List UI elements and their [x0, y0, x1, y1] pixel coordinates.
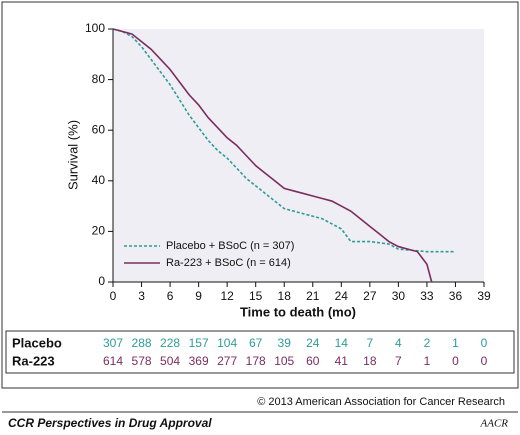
- y-tick-label: 80: [92, 72, 106, 86]
- risk-row-label: Ra-223: [12, 353, 55, 368]
- risk-value: 1: [452, 336, 459, 350]
- y-axis-label: Survival (%): [65, 120, 80, 190]
- risk-value: 0: [452, 354, 459, 368]
- y-tick-label: 100: [85, 21, 105, 35]
- legend-label: Ra-223 + BSoC (n = 614): [166, 257, 291, 269]
- risk-value: 67: [249, 336, 263, 350]
- x-tick-label: 21: [306, 289, 320, 303]
- risk-value: 4: [395, 336, 402, 350]
- risk-value: 307: [103, 336, 123, 350]
- risk-value: 277: [217, 354, 237, 368]
- risk-value: 14: [335, 336, 349, 350]
- risk-value: 7: [395, 354, 402, 368]
- risk-row-label: Placebo: [12, 335, 62, 350]
- logo: AACR: [480, 418, 509, 430]
- x-tick-label: 0: [110, 289, 117, 303]
- risk-value: 157: [189, 336, 209, 350]
- risk-value: 1: [424, 354, 431, 368]
- risk-value: 504: [160, 354, 180, 368]
- risk-value: 614: [103, 354, 123, 368]
- y-tick-label: 0: [98, 274, 105, 288]
- plot-area: [113, 29, 484, 282]
- x-tick-label: 15: [249, 289, 263, 303]
- x-tick-label: 6: [167, 289, 174, 303]
- risk-table-frame: [5, 330, 515, 374]
- y-tick-label: 60: [92, 122, 106, 136]
- x-tick-label: 30: [392, 289, 406, 303]
- risk-value: 41: [335, 354, 349, 368]
- x-tick-label: 27: [363, 289, 377, 303]
- frame: [1, 1, 519, 389]
- risk-value: 0: [481, 354, 488, 368]
- risk-value: 0: [481, 336, 488, 350]
- risk-value: 7: [367, 336, 374, 350]
- x-tick-label: 9: [195, 289, 202, 303]
- risk-value: 18: [363, 354, 377, 368]
- risk-value: 288: [132, 336, 152, 350]
- copyright: © 2013 American Association for Cancer R…: [257, 396, 505, 408]
- risk-value: 578: [132, 354, 152, 368]
- survival-curve: [112, 28, 433, 283]
- risk-value: 104: [217, 336, 237, 350]
- risk-value: 178: [246, 354, 266, 368]
- x-tick-label: 12: [220, 289, 234, 303]
- risk-value: 105: [274, 354, 294, 368]
- x-tick-label: 18: [278, 289, 292, 303]
- risk-value: 369: [189, 354, 209, 368]
- x-tick-label: 3: [138, 289, 145, 303]
- risk-value: 24: [306, 336, 320, 350]
- y-tick-label: 20: [92, 224, 106, 238]
- risk-value: 2: [424, 336, 431, 350]
- x-tick-label: 36: [449, 289, 463, 303]
- y-tick-label: 40: [92, 173, 106, 187]
- footer-title: CCR Perspectives in Drug Approval: [8, 416, 212, 430]
- x-tick-label: 33: [420, 289, 434, 303]
- x-axis-label: Time to death (mo): [240, 304, 356, 319]
- x-tick-label: 24: [335, 289, 349, 303]
- risk-value: 228: [160, 336, 180, 350]
- legend-label: Placebo + BSoC (n = 307): [166, 240, 294, 252]
- survival-curve: [112, 28, 456, 253]
- risk-value: 60: [306, 354, 320, 368]
- risk-value: 39: [278, 336, 292, 350]
- x-tick-label: 39: [477, 289, 491, 303]
